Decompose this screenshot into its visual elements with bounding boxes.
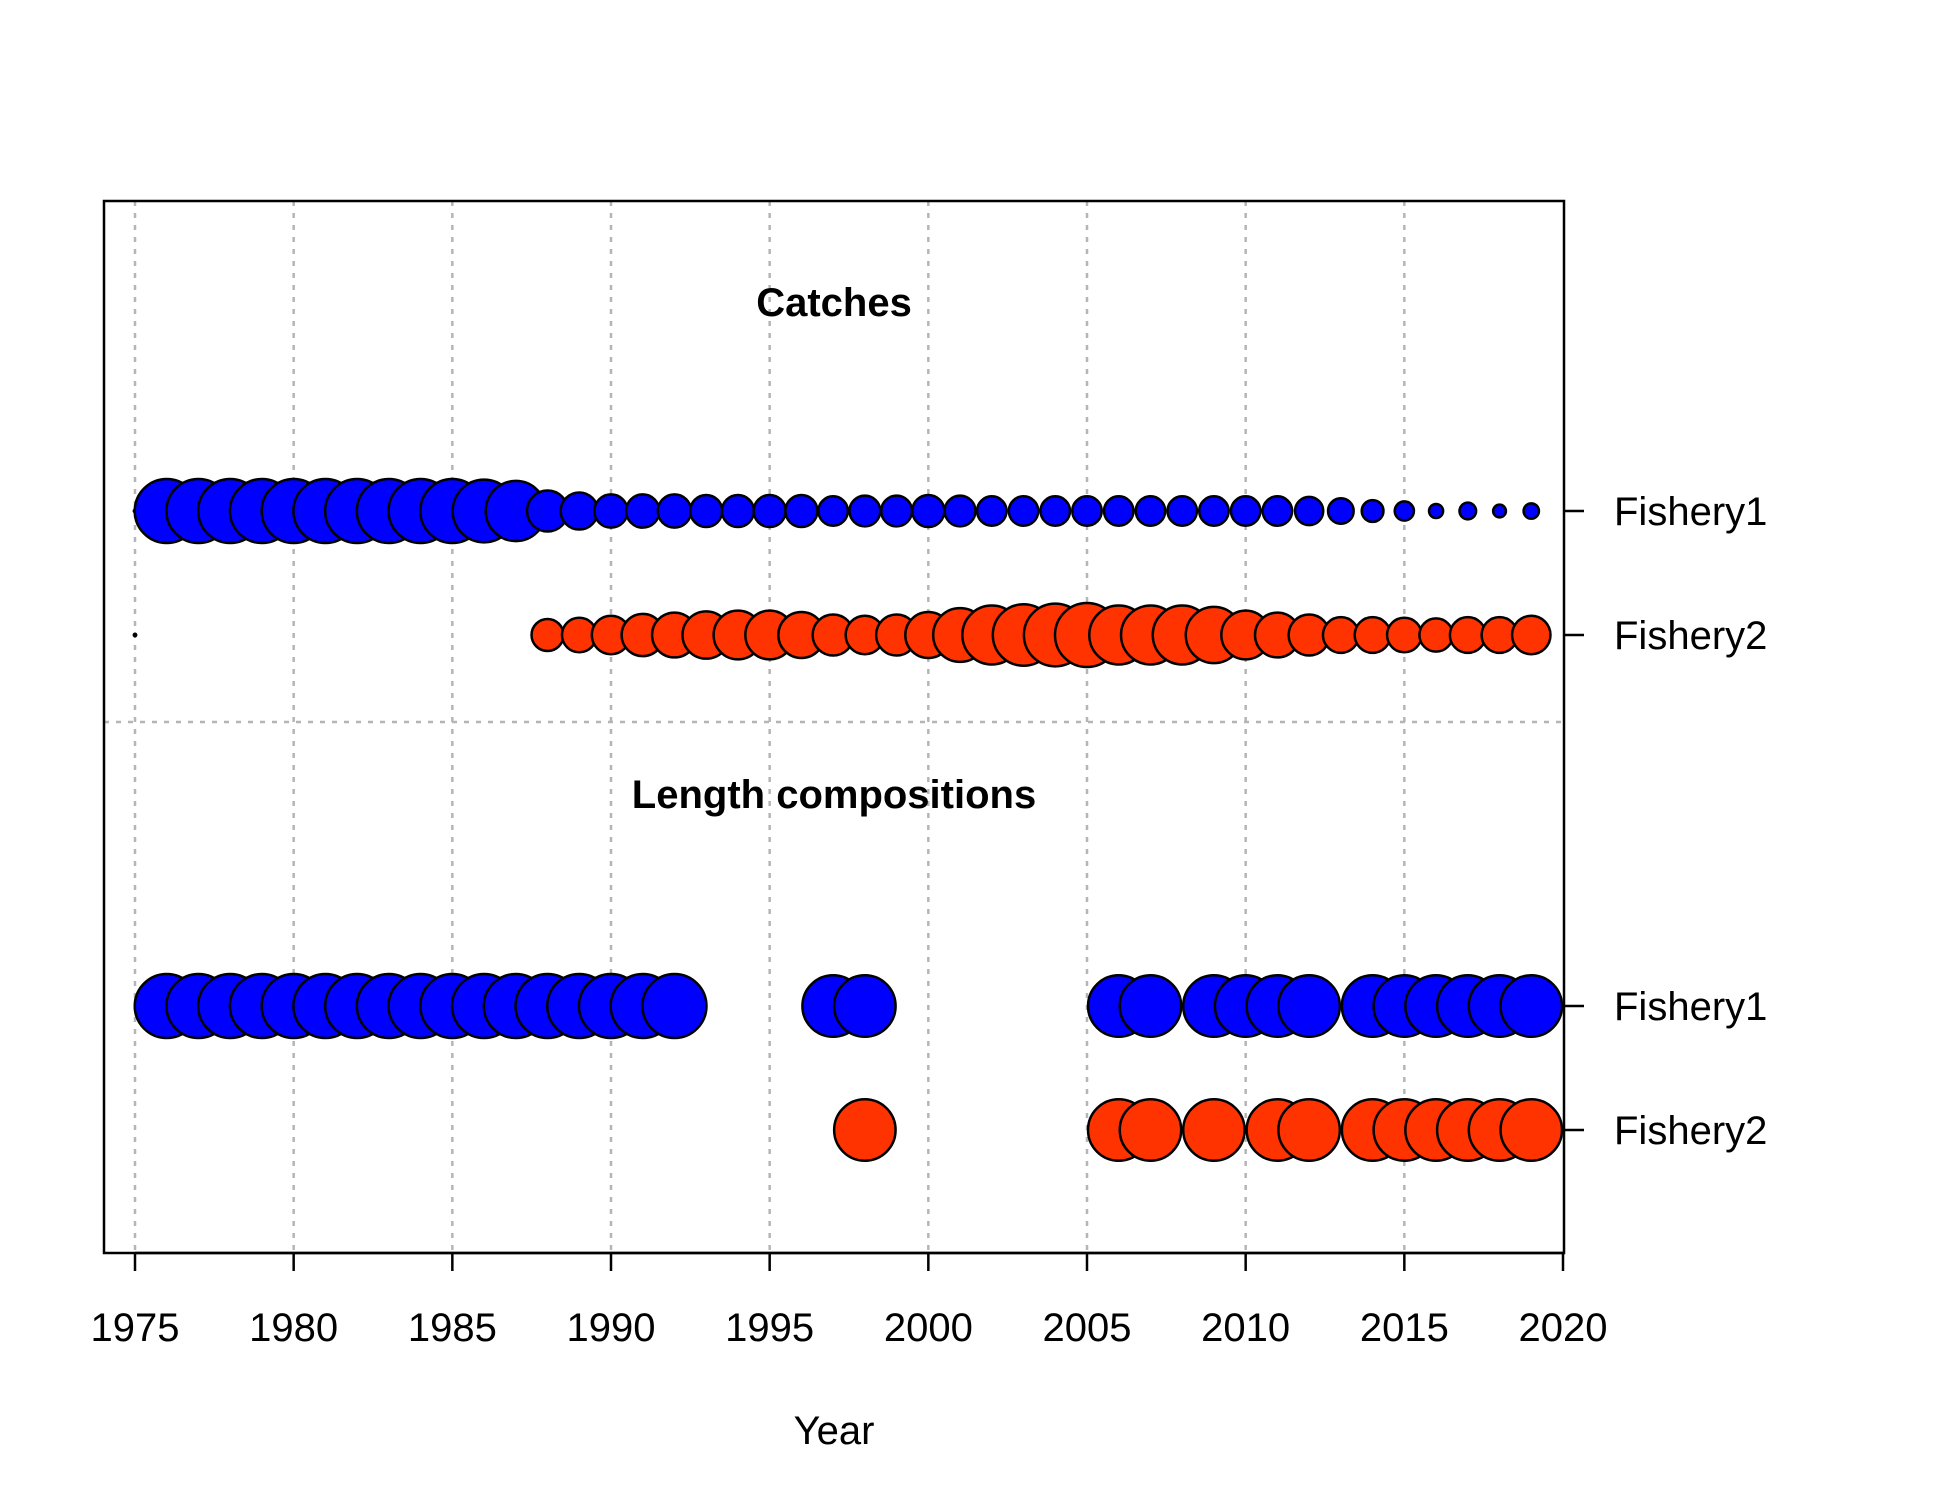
x-tick-label-2000: 2000 [884, 1306, 973, 1350]
bubble-lengthcomp-fishery1-2012 [1277, 974, 1342, 1038]
bubble-catches-fishery1-1998 [848, 494, 882, 528]
x-tick-label-1975: 1975 [91, 1306, 180, 1350]
x-tick-label-1995: 1995 [725, 1306, 814, 1350]
bubble-catches-fishery1-1991 [624, 493, 661, 529]
bubble-catches-fishery1-2006 [1102, 495, 1135, 527]
x-tick-label-1985: 1985 [408, 1306, 497, 1350]
bubble-catches-fishery1-2008 [1166, 495, 1199, 527]
bubble-catches-fishery1-1992 [656, 493, 693, 529]
x-tick-label-2020: 2020 [1519, 1306, 1608, 1350]
panel-title-catches: Catches [756, 281, 912, 325]
row-labels: Fishery1 Fishery2 Fishery1 Fishery2 [1564, 490, 1767, 1153]
bubble-catches-fishery1-1995 [752, 493, 787, 529]
bubble-catches-fishery2-2019 [1510, 614, 1552, 656]
bubble-catches-fishery2-2016 [1418, 617, 1454, 653]
bubble-catches-fishery1-2012 [1293, 495, 1325, 527]
bubble-catches-fishery1-2009 [1197, 495, 1230, 527]
bubble-catches-fishery1-2005 [1071, 495, 1103, 527]
row-label-fishery2: Fishery2 [1614, 1109, 1767, 1153]
x-tick-label-2010: 2010 [1201, 1306, 1290, 1350]
bubble-catches-fishery1-2010 [1229, 495, 1262, 527]
bubble-lengthcomp-fishery1-2007 [1118, 974, 1183, 1038]
bubble-catches-fishery1-1990 [593, 493, 629, 529]
x-axis-title: Year [794, 1409, 875, 1453]
bubble-catches-fishery2-2017 [1448, 615, 1487, 655]
plot-frame [102, 199, 1566, 1255]
bubble-catches-fishery2-1988 [530, 617, 565, 653]
bubble-lengthcomp-fishery2-2019 [1499, 1098, 1564, 1162]
bubble-catches-fishery1-2004 [1039, 495, 1072, 527]
grid-layer [104, 201, 1564, 1253]
bubble-catches-fishery1-2019 [1522, 502, 1541, 520]
bubble-lengthcomp-fishery2-1998 [832, 1098, 897, 1162]
bubble-catches-fishery1-2013 [1326, 496, 1355, 526]
bubble-catches-fishery1-1993 [688, 493, 724, 529]
bubble-lengthcomp-fishery1-1992 [641, 972, 708, 1040]
bubble-lengthcomp-fishery1-1998 [832, 974, 897, 1038]
x-axis: 1975 1980 1985 1990 1995 2000 2005 2010 2015 2020 [91, 1251, 1608, 1350]
bubble-lengthcomp-fishery2-2009 [1181, 1098, 1246, 1162]
bubble-catches-fishery1-1999 [879, 494, 914, 528]
x-tick-label-2015: 2015 [1360, 1306, 1449, 1350]
x-tick-label-2005: 2005 [1043, 1306, 1132, 1350]
bubble-catches-fishery1-2001 [943, 494, 977, 528]
bubble-lengthcomp-fishery2-2007 [1118, 1098, 1183, 1162]
bubble-layer [132, 477, 1564, 1162]
bubble-lengthcomp-fishery1-2019 [1499, 974, 1564, 1038]
row-label-fishery1: Fishery1 [1614, 490, 1767, 534]
bubble-catches-fishery1-1996 [784, 493, 819, 529]
bubble-catches-fishery1-1994 [720, 493, 756, 529]
bubble-catches-fishery1-2011 [1261, 495, 1294, 527]
bubble-catches-fishery1-1997 [817, 495, 850, 527]
bubble-catches-fishery2-1975 [132, 632, 138, 638]
bubble-lengthcomp-fishery2-2012 [1277, 1098, 1342, 1162]
bubble-catches-fishery2-2014 [1353, 615, 1392, 655]
bubble-catches-fishery1-2018 [1491, 503, 1508, 519]
x-tick-label-1980: 1980 [249, 1306, 338, 1350]
bubble-catches-fishery2-2013 [1321, 615, 1361, 655]
row-label-fishery2: Fishery2 [1614, 614, 1767, 658]
x-tick-label-1990: 1990 [567, 1306, 656, 1350]
bubble-catches-fishery1-2002 [975, 495, 1008, 527]
bubble-catches-fishery1-2003 [1007, 495, 1040, 527]
bubble-catches-fishery1-2017 [1458, 501, 1478, 521]
row-label-fishery1: Fishery1 [1614, 985, 1767, 1029]
bubble-catches-fishery1-2016 [1427, 502, 1445, 520]
bubble-catches-fishery1-1989 [559, 491, 600, 531]
panel-title-length-compositions: Length compositions [632, 773, 1036, 817]
bubble-catches-fishery1-2000 [911, 493, 946, 529]
bubble-catches-fishery1-2015 [1393, 500, 1416, 522]
bubble-catches-fishery2-2015 [1385, 616, 1423, 654]
bubble-catches-fishery1-2007 [1134, 495, 1167, 527]
bubble-catches-fishery1-2014 [1360, 498, 1385, 524]
